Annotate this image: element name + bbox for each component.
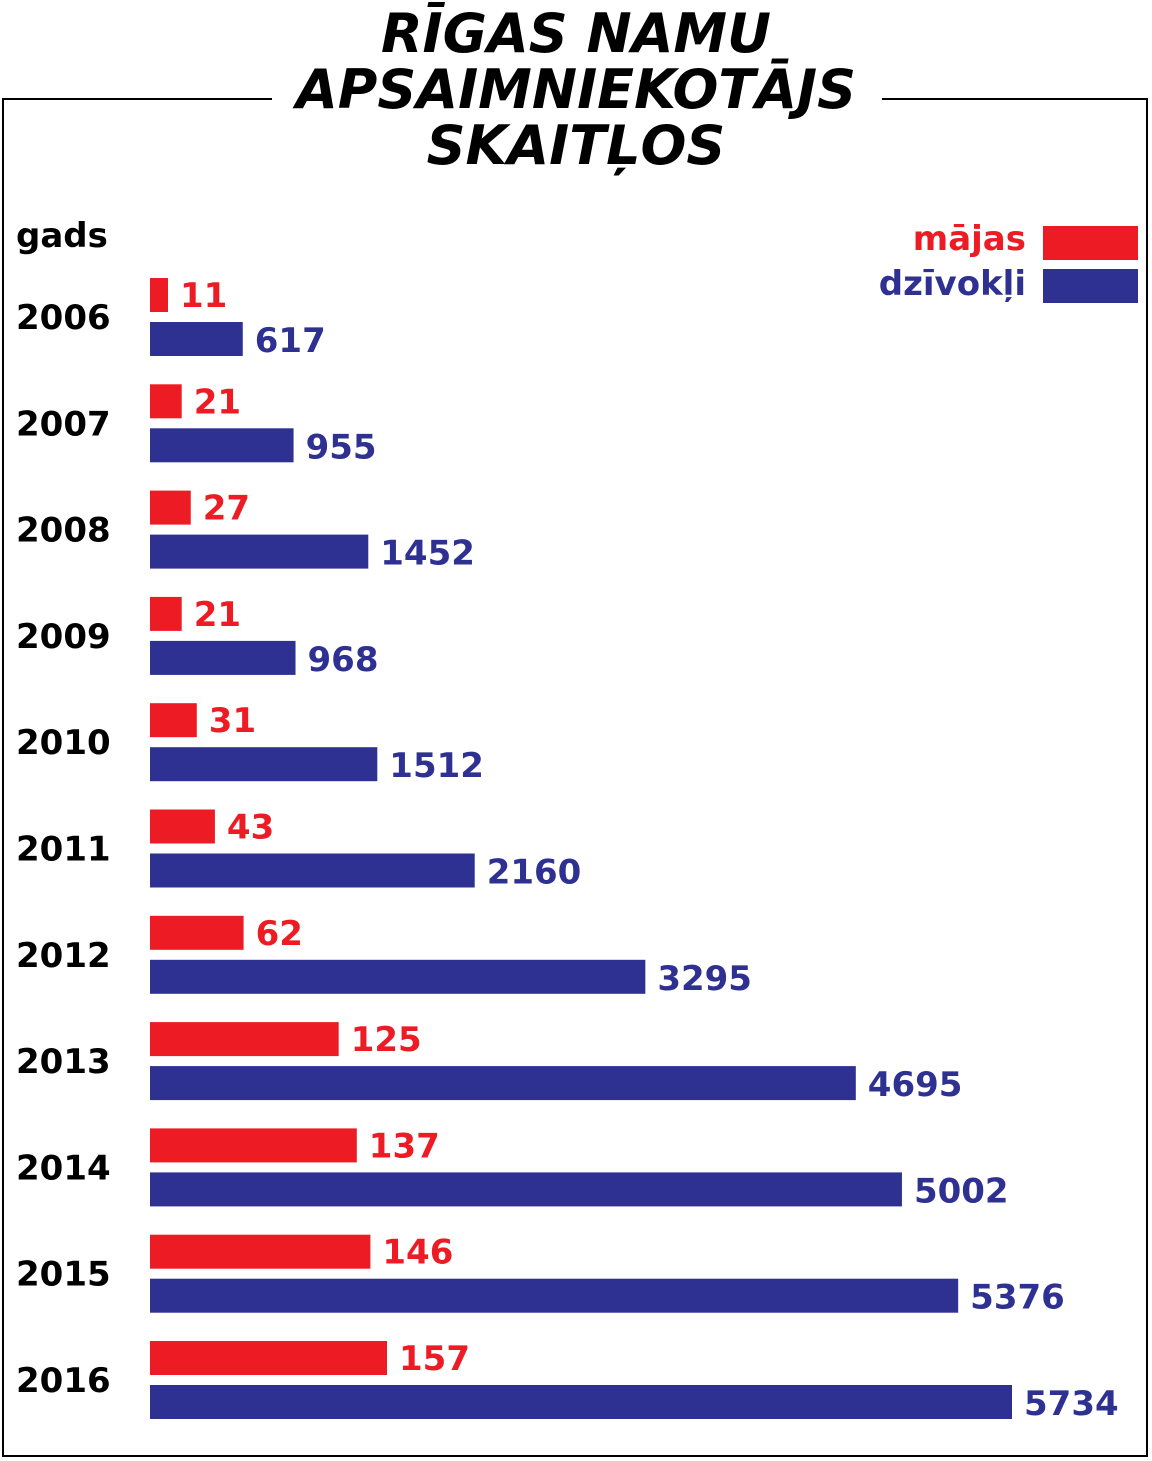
value-label-houses-2015: 146 — [382, 1233, 453, 1273]
year-label-2009: 2009 — [16, 617, 111, 657]
value-label-houses-2010: 31 — [209, 701, 256, 741]
year-label-2010: 2010 — [16, 723, 111, 763]
value-label-houses-2012: 62 — [256, 914, 303, 954]
value-label-apartments-2015: 5376 — [970, 1278, 1065, 1318]
bar-houses-2011 — [150, 809, 215, 844]
value-label-apartments-2016: 5734 — [1024, 1384, 1119, 1424]
bar-apartments-2011 — [150, 853, 475, 888]
legend-swatch-houses — [1043, 226, 1138, 260]
bar-apartments-2016 — [150, 1385, 1012, 1419]
value-label-houses-2011: 43 — [227, 808, 274, 848]
bar-apartments-2014 — [150, 1172, 902, 1207]
legend-label-houses: mājas — [912, 219, 1026, 259]
year-label-2007: 2007 — [16, 404, 111, 444]
value-label-houses-2008: 27 — [203, 489, 250, 529]
bar-houses-2014 — [150, 1128, 357, 1163]
bar-apartments-2008 — [150, 534, 369, 569]
value-label-apartments-2006: 617 — [255, 321, 326, 361]
value-label-apartments-2007: 955 — [306, 427, 377, 467]
value-label-houses-2013: 125 — [351, 1020, 422, 1060]
title-line-1: RĪGAS NAMU — [380, 2, 772, 65]
chart-title: RĪGAS NAMU APSAIMNIEKOTĀJS SKAITĻOS — [0, 6, 1152, 174]
bar-apartments-2007 — [150, 428, 294, 463]
title-line-3: SKAITĻOS — [426, 114, 726, 177]
bar-apartments-2015 — [150, 1278, 959, 1313]
value-label-apartments-2011: 2160 — [487, 853, 582, 893]
value-label-apartments-2014: 5002 — [914, 1171, 1009, 1211]
bar-houses-2007 — [150, 384, 182, 419]
bar-apartments-2013 — [150, 1066, 856, 1101]
title-line-2: APSAIMNIEKOTĀJS — [296, 58, 856, 121]
year-label-2012: 2012 — [16, 936, 111, 976]
value-label-houses-2009: 21 — [194, 595, 241, 635]
value-label-houses-2006: 11 — [180, 276, 227, 316]
bar-apartments-2006 — [150, 322, 243, 356]
value-label-houses-2007: 21 — [194, 382, 241, 422]
bar-houses-2013 — [150, 1022, 339, 1057]
bar-houses-2012 — [150, 915, 244, 950]
legend-swatch-apartments — [1043, 269, 1138, 303]
bar-houses-2015 — [150, 1234, 371, 1269]
bar-apartments-2009 — [150, 640, 296, 675]
year-label-2008: 2008 — [16, 511, 111, 551]
bar-houses-2008 — [150, 490, 191, 525]
bar-houses-2009 — [150, 596, 182, 631]
value-label-apartments-2008: 1452 — [380, 534, 475, 574]
year-label-2015: 2015 — [16, 1255, 111, 1295]
year-label-2011: 2011 — [16, 830, 111, 870]
year-label-2013: 2013 — [16, 1042, 111, 1082]
bar-houses-2016 — [150, 1341, 387, 1375]
value-label-apartments-2012: 3295 — [657, 959, 752, 999]
value-label-apartments-2010: 1512 — [389, 746, 484, 786]
value-label-apartments-2009: 968 — [308, 640, 379, 680]
bar-houses-2006 — [150, 278, 168, 312]
legend-label-apartments: dzīvokļi — [878, 264, 1026, 304]
value-label-houses-2016: 157 — [399, 1339, 470, 1379]
bar-houses-2010 — [150, 703, 197, 738]
title-background — [272, 80, 882, 120]
year-label-2016: 2016 — [16, 1361, 111, 1401]
bar-apartments-2012 — [150, 959, 646, 994]
year-label-2014: 2014 — [16, 1148, 111, 1188]
year-axis-label: gads — [16, 216, 108, 256]
bar-apartments-2010 — [150, 747, 378, 782]
year-label-2006: 2006 — [16, 298, 111, 338]
value-label-apartments-2013: 4695 — [868, 1065, 963, 1105]
value-label-houses-2014: 137 — [369, 1126, 440, 1166]
